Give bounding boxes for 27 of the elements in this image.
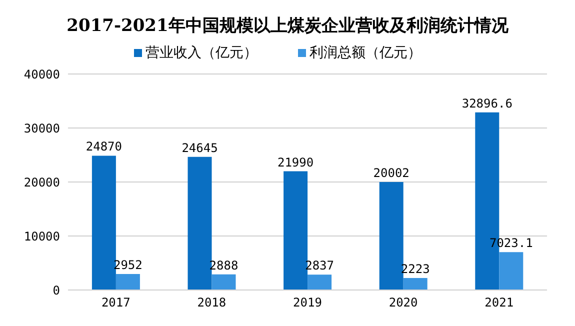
data-label: 24645 [182,140,218,155]
y-tick-label: 0 [52,283,60,298]
y-tick-label: 10000 [24,229,60,244]
bar [212,274,236,290]
bar [379,182,404,290]
bar [92,156,116,290]
y-tick-label: 30000 [24,121,60,136]
x-tick-label: 2020 [388,296,418,310]
legend-label: 利润总额（亿元） [308,44,422,62]
data-label: 21990 [277,155,314,170]
data-label: 20002 [373,166,410,180]
y-tick-label: 40000 [24,67,60,82]
bar [284,171,308,290]
bar [188,156,212,290]
chart-title: 2017-2021年中国规模以上煤炭企业营收及利润统计情况 [66,15,510,38]
x-tick-label: 2018 [197,296,226,310]
x-tick-label: 2021 [484,296,514,310]
bar [116,274,140,290]
bar [308,274,332,290]
data-label: 32896.6 [462,96,512,110]
x-tick-label: 2019 [293,296,322,310]
data-label: 24870 [86,140,122,154]
bar [403,278,428,290]
bar [499,252,524,290]
y-tick-label: 20000 [24,175,60,190]
x-tick-label: 2017 [101,296,130,310]
legend-label: 营业收入（亿元） [144,44,258,62]
